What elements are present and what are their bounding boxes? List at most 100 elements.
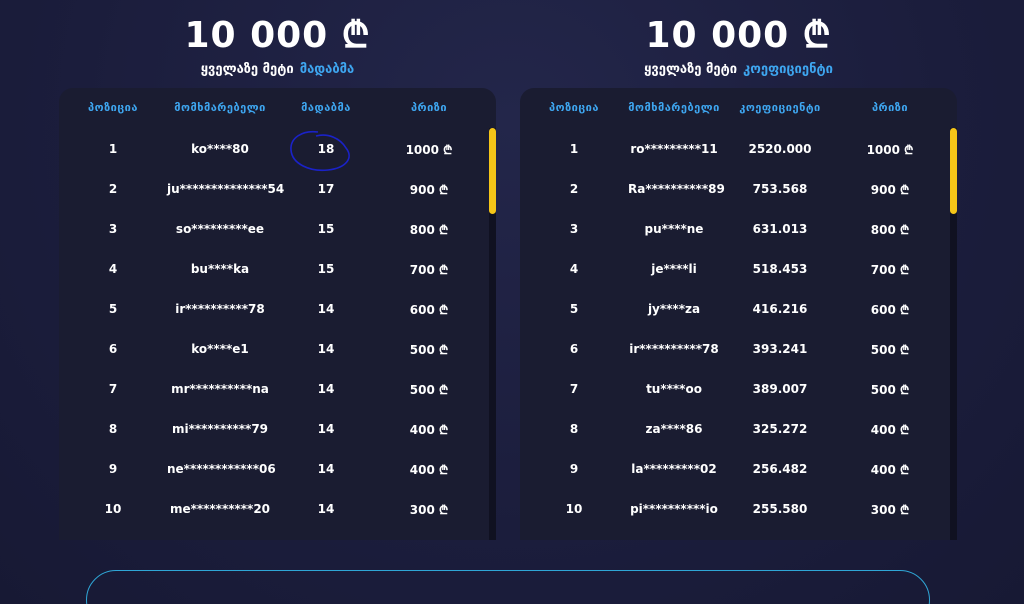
row-position: 3 [569,222,579,236]
row-user: so*********ee [175,222,265,236]
table-row: 5 ir**********78 14 600 ₾ [59,289,496,329]
row-prize: 500 ₾ [870,342,910,357]
row-user: la*********02 [631,462,717,476]
leaderboard-subtitle: ყველაზე მეტი კოეფიციენტი [520,62,957,82]
row-prize: 800 ₾ [409,222,449,237]
table-row: 3 so*********ee 15 800 ₾ [59,209,496,249]
row-prize: 300 ₾ [409,502,449,517]
row-position: 5 [108,302,118,316]
header-prize: პრიზი [871,100,909,114]
row-prize: 500 ₾ [409,342,449,357]
table-row: 4 bu****ka 15 700 ₾ [59,249,496,289]
table-header: პოზიცია მომხმარებელი კოეფიციენტი პრიზი [520,88,957,126]
row-position: 9 [108,462,118,476]
subtitle-main: ყველაზე მეტი [200,62,294,77]
row-user: pu****ne [644,222,704,236]
row-value: 17 [317,182,335,196]
row-position: 4 [569,262,579,276]
table-row: 4 je****li 518.453 700 ₾ [520,249,957,289]
row-value: 14 [317,302,335,316]
scrollbar-thumb[interactable] [950,128,957,214]
leaderboard-table[interactable]: პოზიცია მომხმარებელი კოეფიციენტი პრიზი 1… [520,88,957,540]
header-bets: მადაბმა [301,100,351,114]
table-row: 8 za****86 325.272 400 ₾ [520,409,957,449]
row-prize: 300 ₾ [870,502,910,517]
row-value: 631.013 [752,222,808,236]
table-row: 10 pi**********io 255.580 300 ₾ [520,489,957,529]
row-user: ne************06 [167,462,276,476]
row-position: 6 [569,342,579,356]
table-row: 9 la*********02 256.482 400 ₾ [520,449,957,489]
table-row: 2 ju**************54 17 900 ₾ [59,169,496,209]
row-user: za****86 [645,422,703,436]
row-prize: 800 ₾ [870,222,910,237]
row-user: bu****ka [190,262,250,276]
row-value: 393.241 [752,342,808,356]
row-position: 1 [108,142,118,156]
table-row: 8 mi**********79 14 400 ₾ [59,409,496,449]
row-position: 3 [108,222,118,236]
row-value: 753.568 [752,182,808,196]
row-value: 325.272 [752,422,808,436]
row-value: 2520.000 [748,142,812,156]
table-row: 2 Ra**********89 753.568 900 ₾ [520,169,957,209]
table-row: 6 ko****e1 14 500 ₾ [59,329,496,369]
row-position: 7 [108,382,118,396]
row-prize: 600 ₾ [870,302,910,317]
bets-leaderboard: 10 000 ₾ ყველაზე მეტი მადაბმა პოზიცია მომ… [59,0,496,540]
row-user: ko****e1 [191,342,249,356]
table-row: 3 pu****ne 631.013 800 ₾ [520,209,957,249]
prize-pool-amount: 10 000 ₾ [645,15,832,56]
row-position: 9 [569,462,579,476]
row-prize: 900 ₾ [409,182,449,197]
header-position: პოზიცია [88,100,138,114]
row-position: 7 [569,382,579,396]
scrollbar[interactable] [950,128,957,540]
row-user: je****li [651,262,697,276]
row-position: 10 [104,502,122,516]
table-row: 6 ir**********78 393.241 500 ₾ [520,329,957,369]
row-user: ir**********78 [629,342,719,356]
row-value: 518.453 [752,262,808,276]
row-prize: 400 ₾ [870,462,910,477]
row-user: tu****oo [646,382,702,396]
row-user: jy****za [647,302,701,316]
row-user: mi**********79 [171,422,269,436]
table-row: 1 ro*********11 2520.000 1000 ₾ [520,129,957,169]
row-user: ko****80 [191,142,249,156]
subtitle-main: ყველაზე მეტი [644,62,738,77]
row-prize: 400 ₾ [409,422,449,437]
subtitle-accent: კოეფიციენტი [743,62,833,77]
header-prize: პრიზი [410,100,448,114]
table-row: 10 me**********20 14 300 ₾ [59,489,496,529]
row-position: 1 [569,142,579,156]
leaderboard-table[interactable]: პოზიცია მომხმარებელი მადაბმა პრიზი 1 ko**… [59,88,496,540]
row-value: 14 [317,422,335,436]
leaderboard-subtitle: ყველაზე მეტი მადაბმა [59,62,496,82]
row-prize: 1000 ₾ [405,142,453,157]
scrollbar-thumb[interactable] [489,128,496,214]
row-prize: 500 ₾ [870,382,910,397]
table-body: 1 ro*********11 2520.000 1000 ₾ 2 Ra*********… [520,129,957,529]
row-prize: 900 ₾ [870,182,910,197]
prize-pool-amount: 10 000 ₾ [184,15,371,56]
table-row: 7 mr**********na 14 500 ₾ [59,369,496,409]
scrollbar[interactable] [489,128,496,540]
row-position: 2 [569,182,579,196]
table-header: პოზიცია მომხმარებელი მადაბმა პრიზი [59,88,496,126]
table-row: 1 ko****80 18 1000 ₾ [59,129,496,169]
row-position: 4 [108,262,118,276]
row-user: ir**********78 [175,302,265,316]
bottom-panel [86,570,930,604]
row-user: mr**********na [171,382,269,396]
row-user: me**********20 [169,502,271,516]
row-position: 6 [108,342,118,356]
header-odds: კოეფიციენტი [739,100,821,114]
row-value: 15 [317,222,335,236]
row-value: 255.580 [752,502,808,516]
row-position: 2 [108,182,118,196]
row-prize: 400 ₾ [409,462,449,477]
row-position: 5 [569,302,579,316]
row-prize: 700 ₾ [870,262,910,277]
